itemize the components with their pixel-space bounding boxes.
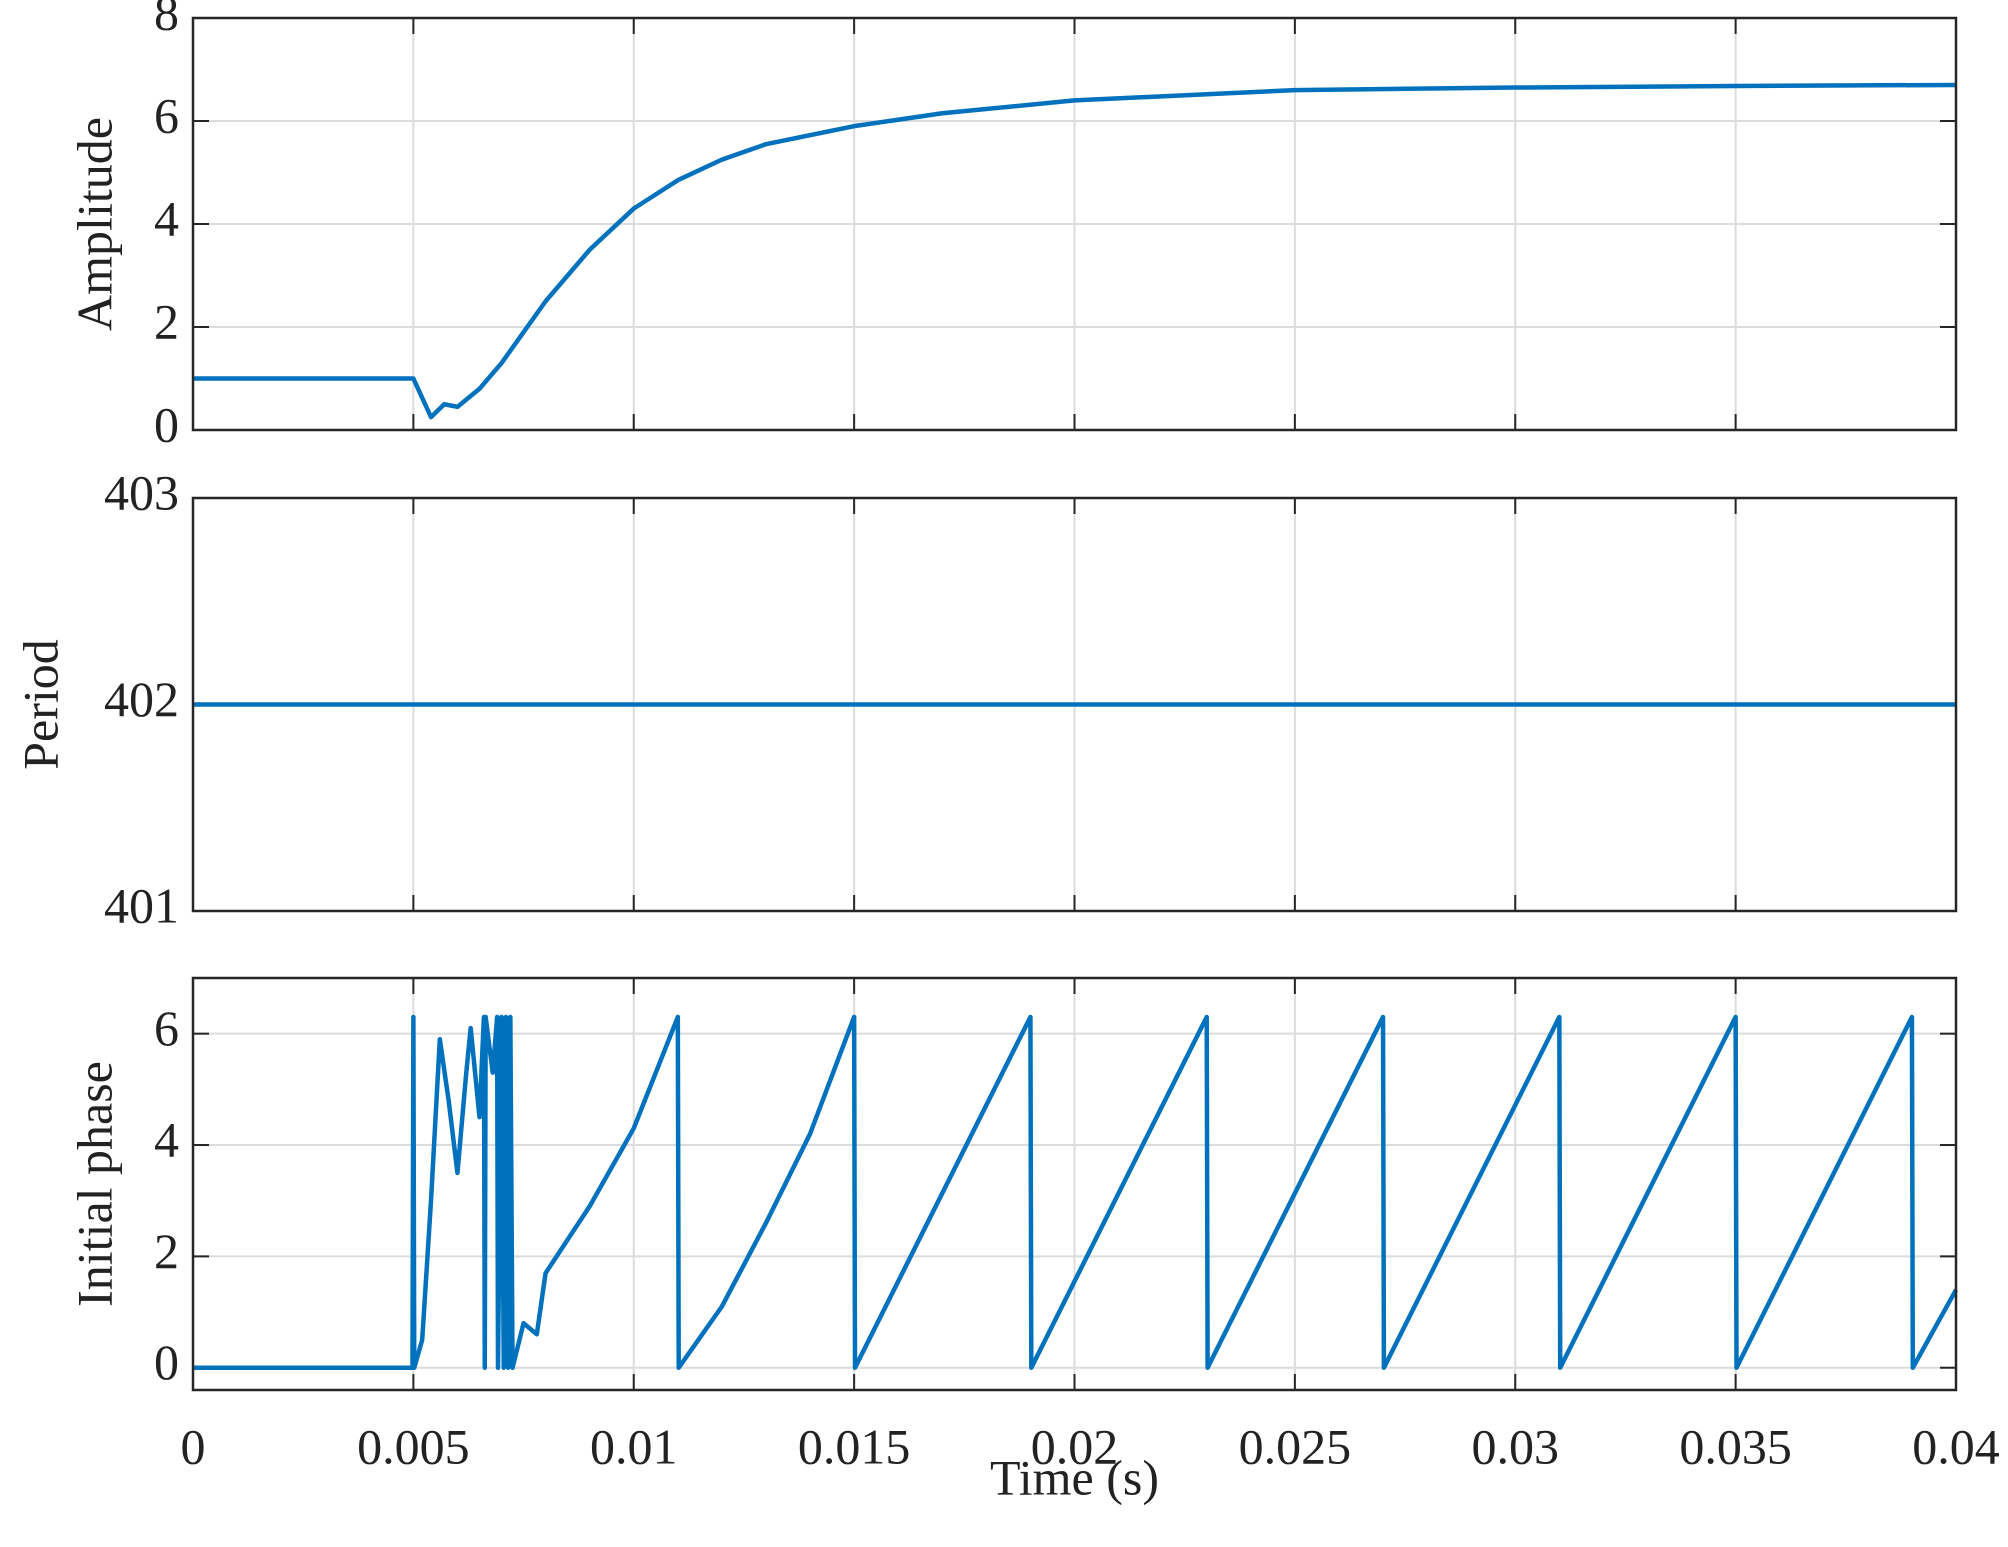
y-tick-label: 2 [154, 293, 179, 349]
axes-box [191, 16, 1958, 432]
x-tick-label: 0.035 [1679, 1418, 1792, 1474]
y-tick-label: 401 [104, 877, 179, 933]
x-tick-label: 0.005 [357, 1418, 470, 1474]
axes-box [191, 976, 1958, 1392]
x-tick-label: 0.03 [1472, 1418, 1560, 1474]
x-tick-label: 0.02 [1031, 1418, 1119, 1474]
line [193, 1014, 1958, 1370]
x-axis-label: Time (s) [990, 1449, 1159, 1505]
y-axis-label: Amplitude [66, 117, 122, 331]
y-tick-label: 403 [104, 464, 179, 520]
y-tick-label: 8 [154, 0, 179, 40]
x-tick-label: 0.04 [1912, 1418, 2000, 1474]
y-tick-label: 0 [154, 1334, 179, 1390]
y-tick-label: 4 [154, 190, 179, 246]
y-tick-label: 4 [154, 1111, 179, 1167]
x-tick-label: 0 [181, 1418, 206, 1474]
y-tick-label: 6 [154, 1000, 179, 1056]
x-tick-label: 0.015 [798, 1418, 911, 1474]
y-axis-label: Period [12, 639, 68, 770]
x-tick-label: 0.025 [1239, 1418, 1352, 1474]
y-axis-label: Initial phase [66, 1061, 122, 1307]
line [193, 82, 1957, 420]
y-tick-label: 0 [154, 396, 179, 452]
y-tick-label: 6 [154, 87, 179, 143]
y-tick-label: 402 [104, 671, 179, 727]
axes-box [191, 496, 1958, 913]
y-tick-label: 2 [154, 1223, 179, 1279]
x-tick-label: 0.01 [590, 1418, 678, 1474]
